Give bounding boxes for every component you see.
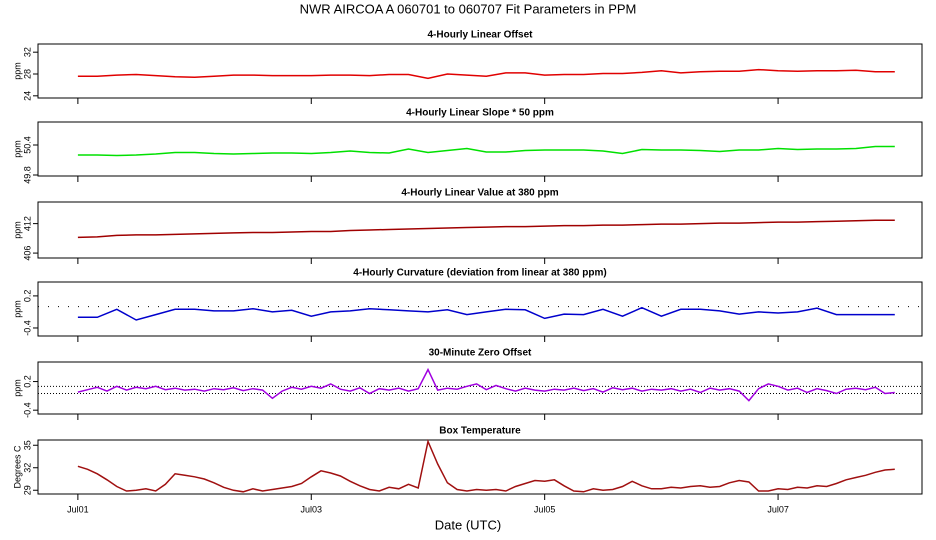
y-axis-label: ppm (12, 140, 22, 158)
x-tick-label: Jul07 (767, 504, 789, 514)
data-line (77, 367, 895, 402)
y-axis-label: ppm (12, 221, 22, 239)
x-tick-label: Jul05 (534, 504, 556, 514)
y-axis-label: ppm (12, 62, 22, 80)
plot-frame (37, 281, 923, 337)
y-tick-label: 32 (22, 463, 32, 473)
y-tick-label: 50.4 (22, 136, 32, 154)
y-tick-label: 412 (22, 216, 32, 231)
y-axis-label: ppm (12, 379, 22, 397)
data-line (77, 68, 895, 80)
data-line (77, 439, 895, 493)
panel-title: 4-Hourly Linear Offset (427, 30, 533, 41)
x-tick-label: Jul01 (67, 504, 89, 514)
y-tick-label: 32 (22, 47, 32, 57)
y-tick-label: 24 (22, 91, 32, 101)
panel-title: 4-Hourly Linear Slope * 50 ppm (406, 108, 554, 119)
y-tick-label: 28 (22, 69, 32, 79)
data-line (77, 306, 895, 321)
y-tick-label: 29 (22, 485, 32, 495)
main-title: NWR AIRCOA A 060701 to 060707 Fit Parame… (300, 1, 637, 16)
x-tick-label: Jul03 (301, 504, 323, 514)
panel-title: 30-Minute Zero Offset (429, 348, 532, 359)
y-tick-label: 0.2 (22, 290, 32, 303)
y-tick-label: 0.2 (22, 375, 32, 388)
panel-title: 4-Hourly Linear Value at 380 ppm (401, 188, 558, 199)
y-tick-label: -0.4 (22, 402, 32, 418)
panel-title: Box Temperature (439, 426, 521, 437)
plot-frame (37, 201, 923, 259)
y-axis-label: ppm (12, 300, 22, 318)
y-tick-label: 406 (22, 246, 32, 261)
x-axis-label: Date (UTC) (435, 517, 501, 532)
y-tick-label: 49.8 (22, 166, 32, 184)
y-tick-label: -0.4 (22, 320, 32, 336)
data-line (77, 145, 895, 157)
y-tick-label: 35 (22, 440, 32, 450)
plot-frame (37, 439, 923, 495)
data-line (77, 219, 895, 239)
plot-frame (37, 121, 923, 177)
plot-frame (37, 361, 923, 415)
y-axis-label: Degrees C (12, 445, 22, 489)
plot-frame (37, 43, 923, 99)
panel-title: 4-Hourly Curvature (deviation from linea… (353, 268, 606, 279)
